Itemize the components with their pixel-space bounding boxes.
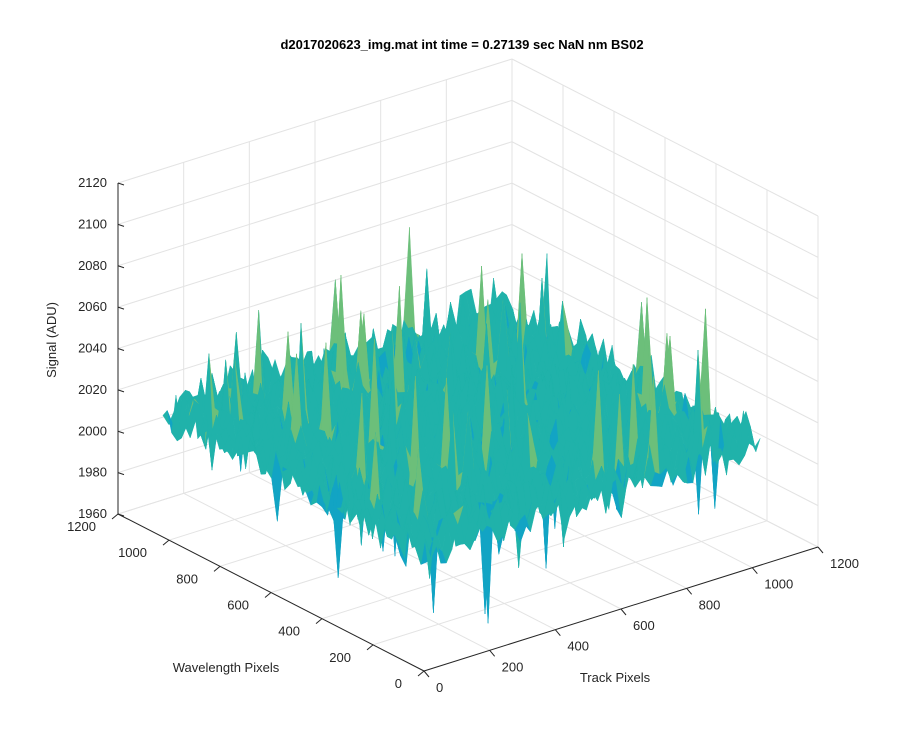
y-tick-label-0: 0 [395, 676, 402, 691]
x-tick-mark-5 [751, 567, 758, 574]
x-tick-label-0: 0 [436, 680, 443, 695]
z-tick-mark-1 [117, 472, 125, 476]
z-tick-mark-6 [117, 265, 125, 269]
y-tick-mark-0 [417, 670, 425, 677]
z-tick-label-1: 1980 [78, 465, 107, 480]
y-tick-mark-5 [162, 539, 170, 546]
x-axis-label: Track Pixels [580, 670, 651, 685]
backwall-x-grid-z-4 [511, 224, 819, 382]
backwall-y-grid-z-7 [117, 99, 513, 225]
x-tick-mark-4 [686, 588, 693, 595]
z-tick-label-5: 2060 [78, 299, 107, 314]
surface-patch [419, 529, 430, 579]
z-tick-mark-3 [117, 389, 125, 393]
floor-grid-y-1 [372, 520, 768, 646]
y-tick-label-6: 1200 [67, 519, 96, 534]
tick-labels: 0 200 400 600 800 1000 1200 0 200 400 600 800 1000 12… [67, 175, 859, 695]
backwall-x-grid-z-3 [511, 265, 819, 424]
y-tick-mark-4 [213, 565, 221, 572]
y-tick-mark-2 [315, 618, 323, 625]
z-tick-mark-8 [117, 182, 125, 186]
backwall-x-grid-z-8 [511, 58, 819, 217]
y-axis-label: Wavelength Pixels [173, 660, 280, 675]
x-tick-mark-6 [817, 546, 824, 554]
x-tick-label-4: 800 [699, 597, 721, 612]
y-tick-label-1: 200 [329, 650, 351, 665]
backwall-x-grid-z-6 [511, 141, 819, 300]
backwall-y-grid-z-3 [117, 265, 513, 391]
x-tick-mark-2 [554, 629, 561, 636]
backwall-y-grid-z-5 [117, 182, 513, 308]
backwall-x-grid-z-5 [511, 182, 819, 341]
z-tick-mark-5 [117, 306, 125, 310]
x-tick-mark-3 [620, 608, 627, 616]
x-tick-mark-1 [489, 650, 496, 657]
z-tick-label-4: 2040 [78, 341, 107, 356]
x-tick-label-3: 600 [633, 618, 655, 633]
y-tick-mark-3 [264, 592, 272, 598]
y-tick-label-2: 400 [278, 624, 300, 639]
backwall-y-grid-z-4 [117, 224, 513, 349]
y-tick-label-5: 1000 [118, 545, 147, 560]
z-tick-mark-0 [117, 513, 125, 517]
x-tick-mark-0 [423, 670, 430, 678]
x-tick-label-5: 1000 [764, 577, 793, 592]
chart-title: d2017020623_img.mat int time = 0.27139 s… [280, 37, 643, 52]
y-tick-label-4: 800 [176, 571, 198, 586]
z-tick-label-7: 2100 [78, 216, 107, 231]
y-tick-mark-1 [366, 644, 374, 651]
z-tick-mark-2 [117, 430, 125, 434]
z-tick-label-3: 2020 [78, 382, 107, 397]
z-tick-label-0: 1960 [78, 506, 107, 521]
x-tick-label-1: 200 [502, 659, 524, 674]
backwall-y-grid-z-6 [117, 141, 513, 267]
y-tick-mark-6 [111, 513, 119, 520]
x-tick-label-2: 400 [567, 639, 589, 654]
z-axis-label: Signal (ADU) [44, 302, 59, 378]
z-tick-label-6: 2080 [78, 258, 107, 273]
z-tick-mark-7 [117, 223, 125, 227]
surface [162, 227, 761, 624]
y-tick-label-3: 600 [227, 598, 249, 613]
backwall-x-grid-z-7 [511, 99, 819, 258]
x-tick-label-6: 1200 [830, 556, 859, 571]
z-tick-mark-4 [117, 348, 125, 351]
backwall-y-grid-z-8 [117, 58, 513, 184]
z-tick-label-8: 2120 [78, 175, 107, 190]
axes [111, 182, 824, 678]
z-tick-label-2: 2000 [78, 423, 107, 438]
